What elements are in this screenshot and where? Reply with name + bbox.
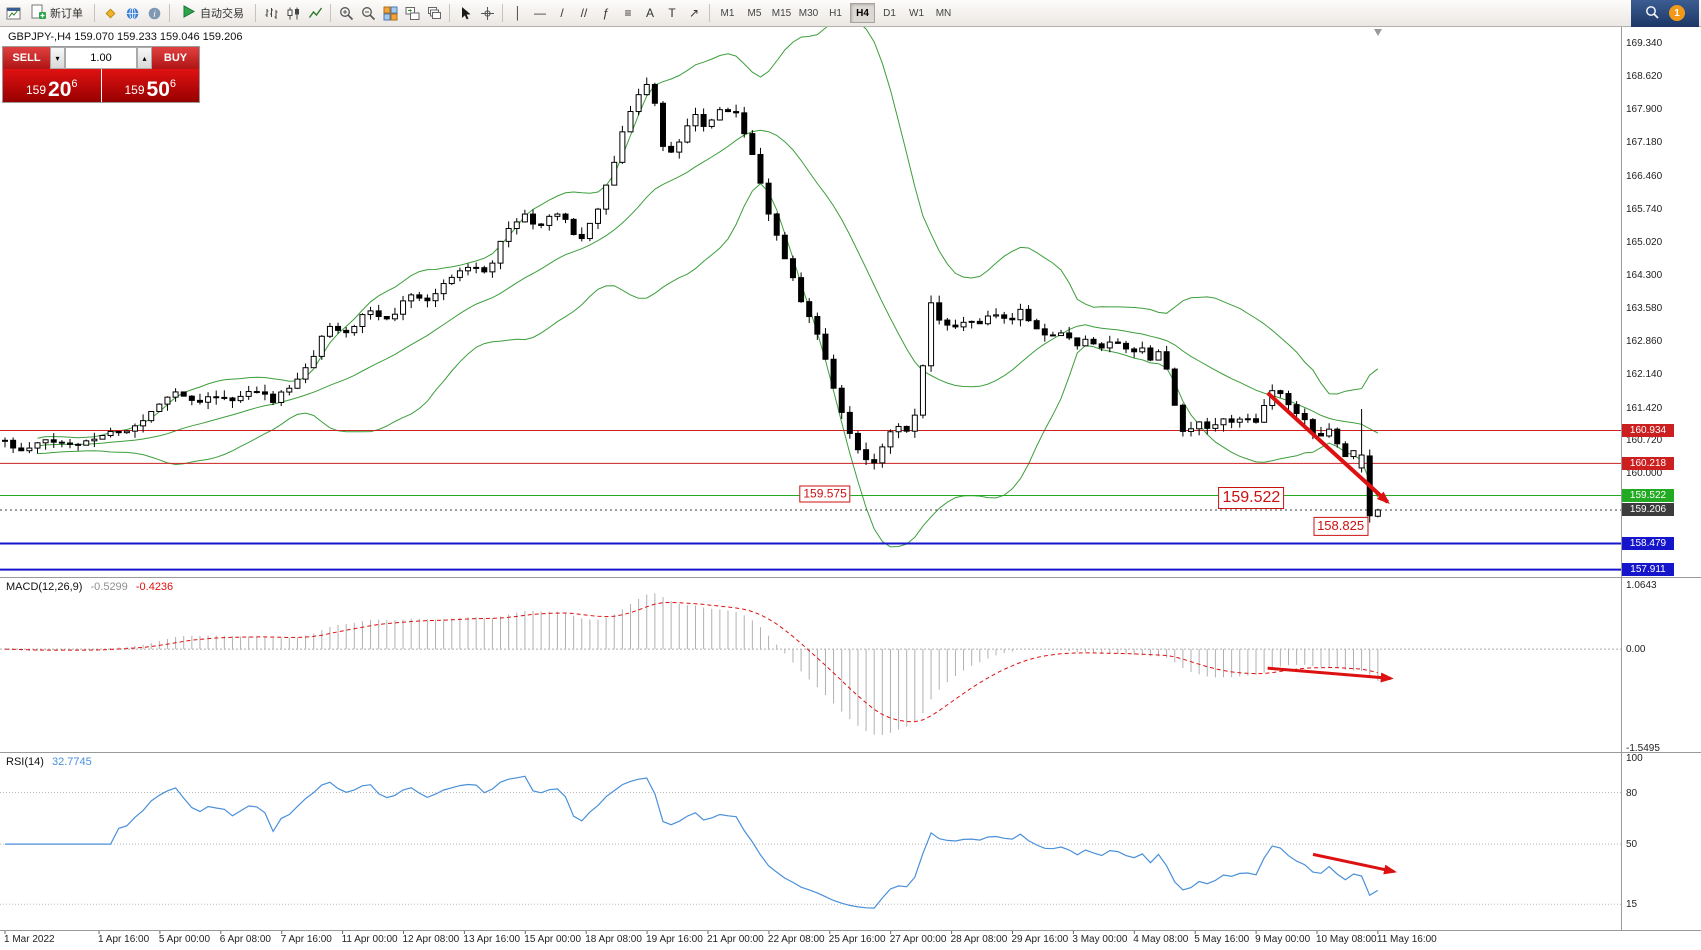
data-window-icon[interactable] [121, 2, 143, 24]
tool-horizontal-line-icon[interactable]: — [534, 6, 546, 20]
buy-button[interactable]: BUY [152, 47, 199, 69]
volume-input[interactable] [65, 47, 137, 69]
rsi-value: 32.7745 [51, 756, 92, 768]
panel-splitter-rsi[interactable] [0, 752, 1701, 753]
autotrading-icon [181, 4, 196, 22]
tool-arrows-icon[interactable]: ↗ [688, 6, 700, 20]
macd-signal-line [4, 601, 1378, 723]
sell-button[interactable]: SELL [3, 47, 50, 69]
tile-windows-icon[interactable] [379, 2, 401, 24]
buy-price-display[interactable]: 159 50 6 [101, 69, 199, 102]
zoom-out-icon[interactable] [357, 2, 379, 24]
bollinger-middle [37, 129, 1379, 447]
titlebar-right: 1 [1631, 0, 1699, 27]
rsi-line [5, 775, 1379, 909]
tool-equidistant-channel-icon[interactable]: // [580, 6, 588, 20]
timeframe-m5-button[interactable]: M5 [747, 7, 762, 19]
one-click-trading-panel: SELL ▾ ▴ BUY 159 20 6 159 50 6 [2, 46, 200, 103]
notification-badge[interactable]: 1 [1669, 5, 1685, 21]
buy-price-sup: 6 [169, 78, 176, 90]
search-icon[interactable] [1645, 5, 1659, 22]
timeframe-m30-button[interactable]: M30 [798, 7, 819, 19]
candlestick-chart-icon[interactable] [282, 2, 304, 24]
time-axis-border [0, 930, 1701, 931]
buy-price-big: 50 [146, 78, 170, 101]
rsi-header: RSI(14) 32.7745 [6, 756, 97, 768]
trend-arrow[interactable] [1266, 391, 1390, 504]
bollinger-lower [37, 182, 1379, 548]
volume-up-button[interactable]: ▴ [137, 47, 152, 69]
cascade-windows-icon[interactable] [423, 2, 445, 24]
toolbar: 新订单 i 自动交易 │ — ///ƒ ≡ A T ↗ M1 M5 M15 M30 H1 H4 D1 W1… [0, 0, 1701, 27]
crosshair-icon[interactable] [476, 2, 498, 24]
sell-price-display[interactable]: 159 20 6 [3, 69, 101, 102]
volume-down-button[interactable]: ▾ [50, 47, 65, 69]
timeframe-m15-button[interactable]: M15 [771, 7, 792, 19]
chart-shift-marker[interactable] [1374, 29, 1382, 36]
timeframe-w1-button[interactable]: W1 [909, 7, 924, 19]
new-order-icon [31, 4, 46, 22]
sell-price-big: 20 [48, 78, 72, 101]
tool-trendline-icon[interactable]: / [560, 6, 564, 20]
trend-arrow[interactable] [1312, 852, 1397, 875]
cursor-icon[interactable] [454, 2, 476, 24]
autotrading-button[interactable]: 自动交易 [174, 2, 251, 24]
price-annotation[interactable]: 159.575 [799, 485, 851, 503]
macd-header: MACD(12,26,9) -0.5299 -0.4236 [6, 581, 178, 593]
arrange-windows-icon[interactable] [401, 2, 423, 24]
line-chart-icon[interactable] [304, 2, 326, 24]
sell-price-sup: 6 [71, 78, 78, 90]
sell-price-prefix: 159 [25, 83, 47, 97]
trend-arrow[interactable] [1267, 666, 1394, 683]
timeframe-mn-button[interactable]: MN [935, 7, 952, 19]
timeframe-m1-button[interactable]: M1 [720, 7, 735, 19]
timeframe-h4-button[interactable]: H4 [850, 3, 875, 23]
timeframe-h1-button[interactable]: H1 [829, 7, 842, 19]
svg-text:i: i [153, 9, 156, 19]
macd-name: MACD(12,26,9) [6, 581, 83, 593]
bar-chart-icon[interactable] [260, 2, 282, 24]
info-icon[interactable]: i [143, 2, 165, 24]
navigator-icon[interactable] [99, 2, 121, 24]
tool-fibonacci-icon[interactable]: ƒ [602, 6, 610, 20]
new-order-label: 新订单 [50, 8, 83, 20]
tool-text-icon[interactable]: A [645, 6, 654, 20]
tool-text-label-icon[interactable]: T [668, 6, 676, 20]
rsi-name: RSI(14) [6, 756, 44, 768]
macd-signal-value: -0.4236 [135, 581, 174, 593]
price-annotation[interactable]: 158.825 [1313, 517, 1369, 536]
app-icon [2, 2, 24, 24]
zoom-in-icon[interactable] [335, 2, 357, 24]
price-axis-border[interactable] [1621, 27, 1622, 930]
tool-vertical-line-icon[interactable]: │ [514, 6, 522, 20]
price-annotation[interactable]: 159.522 [1218, 487, 1285, 510]
panel-splitter-macd[interactable] [0, 577, 1701, 578]
timeframe-d1-button[interactable]: D1 [883, 7, 896, 19]
autotrading-label: 自动交易 [200, 8, 244, 20]
macd-main-value: -0.5299 [90, 581, 128, 593]
buy-price-prefix: 159 [124, 83, 145, 97]
new-order-button[interactable]: 新订单 [24, 2, 90, 24]
symbol-ohlc-info: GBPJPY-,H4 159.070 159.233 159.046 159.2… [8, 31, 243, 43]
bollinger-upper [37, 16, 1379, 439]
tool-levels-icon[interactable]: ≡ [624, 6, 632, 20]
